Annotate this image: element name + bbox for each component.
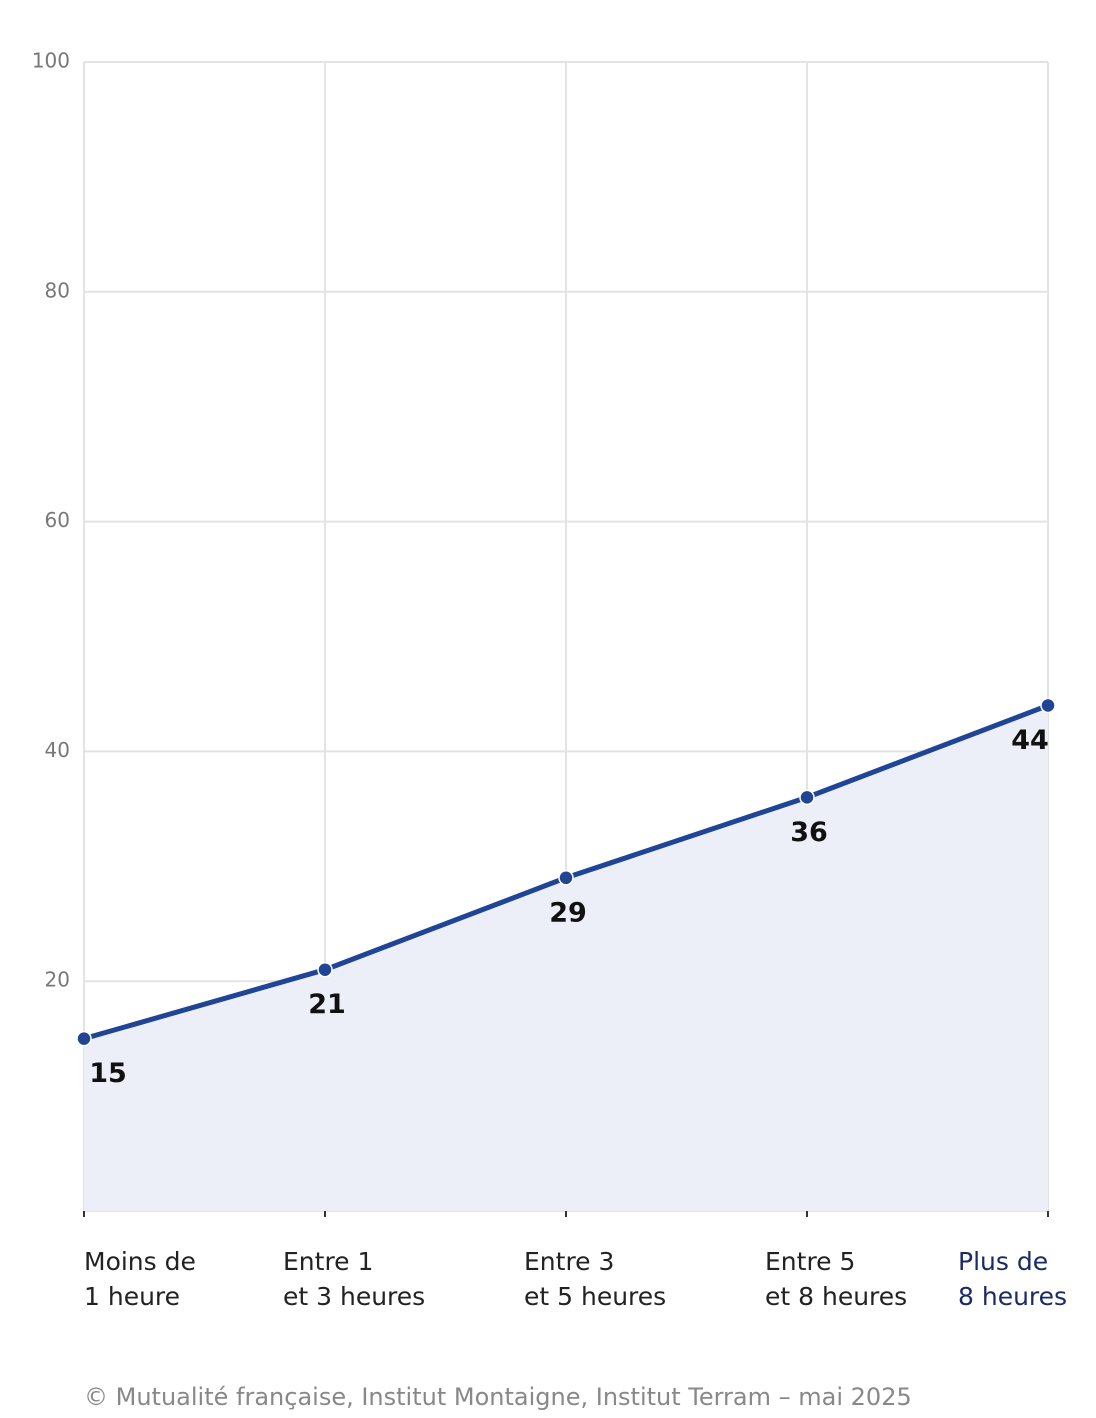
data-label: 36 bbox=[790, 817, 828, 848]
data-label: 21 bbox=[308, 989, 346, 1020]
point bbox=[76, 1030, 92, 1047]
data-label: 29 bbox=[549, 897, 587, 928]
point bbox=[317, 961, 333, 978]
y-tick-label: 60 bbox=[45, 508, 70, 532]
y-tick-label: 40 bbox=[45, 738, 70, 762]
point bbox=[799, 789, 815, 806]
x-tick-label: Moins de 1 heure bbox=[84, 1247, 196, 1311]
y-tick-label: 20 bbox=[45, 968, 70, 992]
data-label: 15 bbox=[89, 1058, 127, 1089]
y-tick-label: 100 bbox=[32, 49, 70, 73]
point bbox=[1040, 697, 1056, 714]
area bbox=[84, 705, 1048, 1211]
x-tick-label: Entre 3 et 5 heures bbox=[524, 1247, 667, 1311]
x-tick-label: Plus de 8 heures bbox=[958, 1247, 1068, 1311]
source: © Mutualité française, Institut Montaign… bbox=[84, 1383, 912, 1411]
data-label: 44 bbox=[1011, 725, 1049, 756]
point bbox=[558, 870, 574, 886]
x-tick-label: Entre 1 et 3 heures bbox=[283, 1247, 426, 1311]
x-tick-label: Entre 5 et 8 heures bbox=[765, 1247, 908, 1311]
y-tick-label: 80 bbox=[45, 278, 70, 302]
